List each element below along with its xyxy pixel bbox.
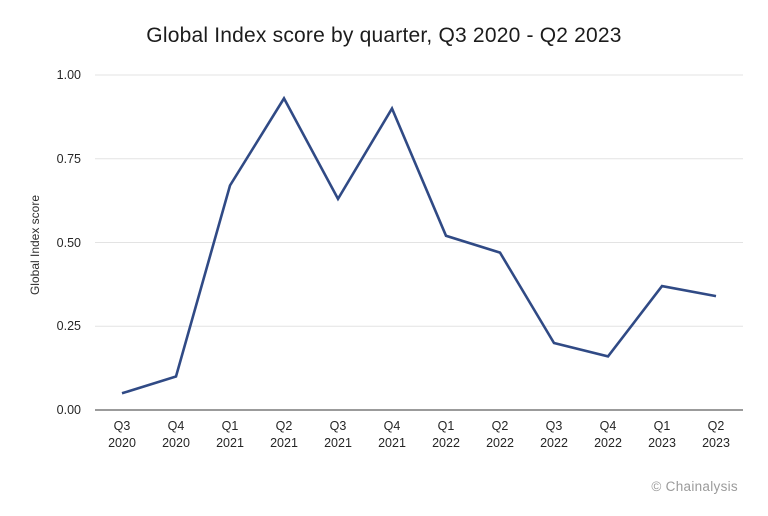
x-tick-label: Q1 2021 — [203, 418, 257, 452]
y-tick-label: 0.50 — [56, 235, 81, 250]
x-tick-label: Q1 2022 — [419, 418, 473, 452]
x-tick-quarter: Q1 — [437, 419, 455, 433]
index-score-line — [121, 95, 717, 395]
x-tick-label: Q2 2021 — [257, 418, 311, 452]
plot-area — [95, 74, 743, 411]
x-tick-label: Q1 2023 — [635, 418, 689, 452]
x-tick-quarter: Q3 — [113, 419, 131, 433]
y-axis-ticks: 0.00 0.25 0.50 0.75 1.00 — [38, 68, 88, 417]
x-tick-quarter: Q2 — [491, 419, 509, 433]
x-tick-quarter: Q3 — [329, 419, 347, 433]
x-tick-quarter: Q2 — [275, 419, 293, 433]
x-tick-year: 2022 — [594, 436, 622, 450]
y-tick-label: 0.75 — [56, 151, 81, 166]
chainalysis-credit: © Chainalysis — [651, 479, 738, 494]
x-tick-quarter: Q4 — [383, 419, 401, 433]
x-tick-year: 2020 — [108, 436, 136, 450]
x-tick-label: Q2 2022 — [473, 418, 527, 452]
x-tick-quarter: Q1 — [653, 419, 671, 433]
x-tick-label: Q4 2022 — [581, 418, 635, 452]
chart-title: Global Index score by quarter, Q3 2020 -… — [146, 24, 622, 47]
x-tick-year: 2021 — [324, 436, 352, 450]
x-tick-label: Q2 2023 — [689, 418, 743, 452]
x-tick-label: Q3 2021 — [311, 418, 365, 452]
x-tick-year: 2020 — [162, 436, 190, 450]
x-tick-year: 2022 — [432, 436, 460, 450]
x-tick-year: 2023 — [702, 436, 730, 450]
x-tick-quarter: Q4 — [599, 419, 617, 433]
x-tick-label: Q4 2020 — [149, 418, 203, 452]
y-tick-label: 1.00 — [56, 68, 81, 82]
y-tick-label: 0.00 — [56, 403, 81, 417]
x-tick-year: 2021 — [378, 436, 406, 450]
x-tick-quarter: Q3 — [545, 419, 563, 433]
x-tick-year: 2021 — [270, 436, 298, 450]
x-tick-quarter: Q2 — [707, 419, 725, 433]
line-chart-canvas — [95, 74, 743, 411]
x-tick-quarter: Q1 — [221, 419, 239, 433]
x-tick-year: 2021 — [216, 436, 244, 450]
x-tick-label: Q4 2021 — [365, 418, 419, 452]
x-tick-year: 2022 — [486, 436, 514, 450]
x-tick-year: 2023 — [648, 436, 676, 450]
x-tick-label: Q3 2020 — [95, 418, 149, 452]
x-tick-label: Q3 2022 — [527, 418, 581, 452]
y-tick-label: 0.25 — [56, 319, 81, 334]
x-axis-ticks: Q3 2020 Q4 2020 Q1 2021 Q2 2021 Q3 2021 Q4 2021 Q1 20… — [95, 418, 743, 454]
x-tick-year: 2022 — [540, 436, 568, 450]
x-tick-quarter: Q4 — [167, 419, 185, 433]
